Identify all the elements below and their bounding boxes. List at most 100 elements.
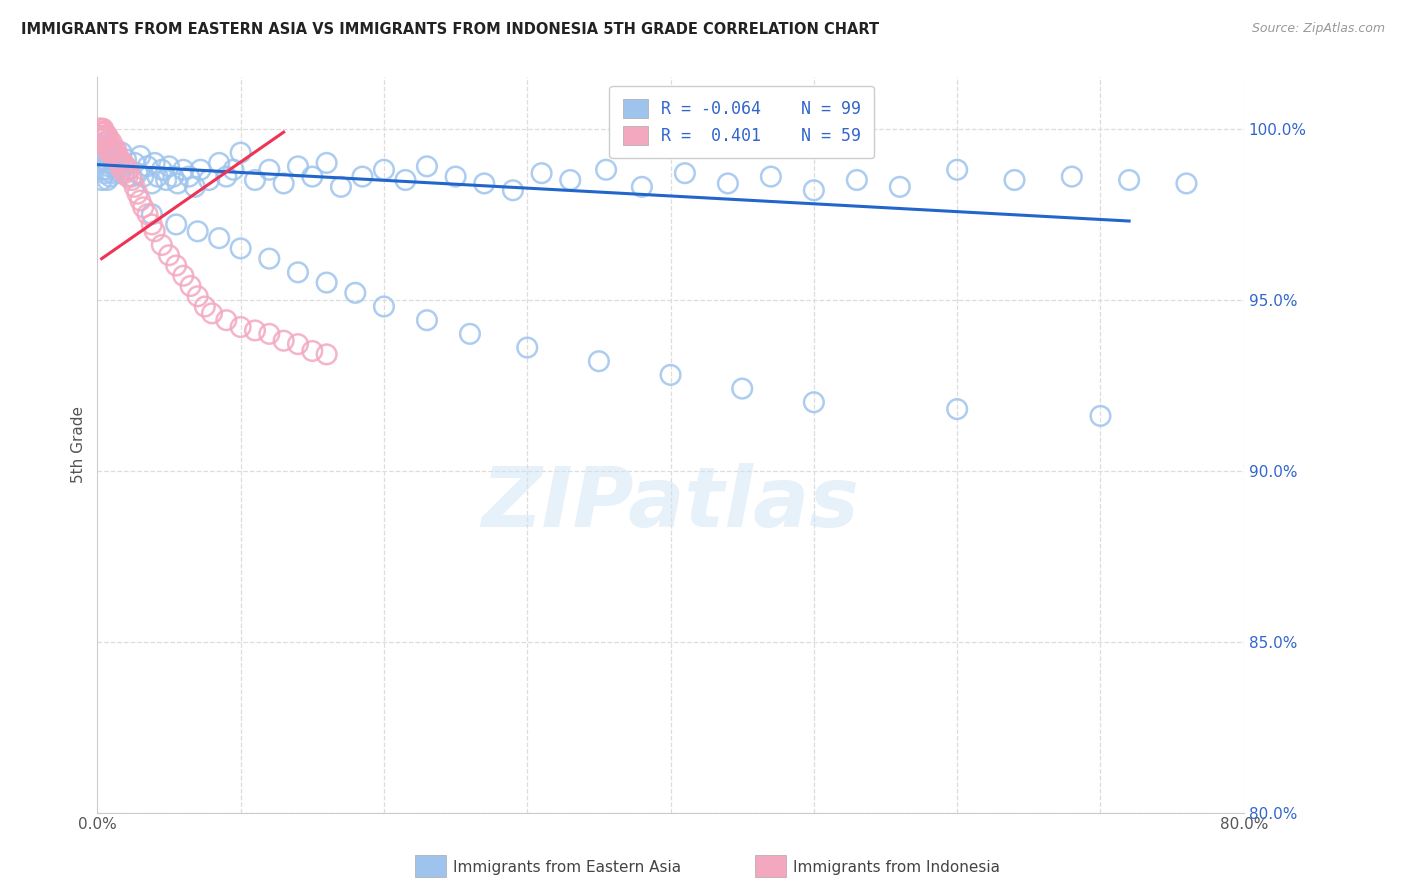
Point (201, 306, 224, 320)
Point (104, 142, 127, 156)
Point (315, 347, 337, 361)
Point (124, 179, 146, 194)
Point (1118, 173, 1140, 187)
Point (146, 169, 169, 184)
Point (132, 169, 155, 184)
Point (259, 326, 281, 341)
Point (1175, 177, 1198, 191)
Point (458, 326, 481, 341)
Point (394, 173, 416, 187)
Point (229, 320, 252, 334)
Point (115, 159, 138, 173)
Point (118, 162, 141, 177)
Text: Source: ZipAtlas.com: Source: ZipAtlas.com (1251, 22, 1385, 36)
Point (187, 289, 209, 303)
Point (90, 125, 112, 139)
Point (97, 142, 120, 156)
Point (157, 159, 180, 173)
Point (94, 162, 117, 177)
Text: Immigrants from Eastern Asia: Immigrants from Eastern Asia (453, 860, 681, 874)
Text: IMMIGRANTS FROM EASTERN ASIA VS IMMIGRANTS FROM INDONESIA 5TH GRADE CORRELATION : IMMIGRANTS FROM EASTERN ASIA VS IMMIGRAN… (21, 22, 879, 37)
Point (91, 132, 114, 146)
Point (129, 149, 152, 163)
Point (803, 183, 825, 197)
Point (530, 166, 553, 180)
Point (93, 138, 115, 153)
Point (301, 343, 323, 358)
Point (243, 323, 266, 337)
Point (472, 177, 495, 191)
Point (172, 268, 194, 283)
Point (273, 177, 295, 191)
Point (215, 313, 238, 327)
Point (127, 166, 149, 180)
Point (165, 259, 187, 273)
Point (352, 169, 374, 184)
Point (96, 156, 118, 170)
Point (129, 194, 152, 208)
Point (373, 300, 395, 314)
Point (595, 162, 617, 177)
Point (97, 132, 120, 146)
Point (187, 224, 209, 238)
Point (803, 395, 825, 409)
Point (157, 248, 180, 262)
Point (416, 159, 439, 173)
Point (222, 162, 245, 177)
Point (97, 145, 120, 160)
Point (100, 166, 122, 180)
Point (98, 145, 121, 160)
Text: Immigrants from Indonesia: Immigrants from Indonesia (793, 860, 1000, 874)
Point (90, 132, 112, 146)
Point (516, 341, 538, 355)
Point (93, 166, 115, 180)
Point (107, 149, 129, 163)
Point (243, 173, 266, 187)
Point (330, 179, 353, 194)
Point (165, 218, 187, 232)
Point (93, 128, 115, 143)
Point (93, 153, 115, 167)
Point (162, 169, 184, 184)
Point (1090, 409, 1112, 423)
Point (96, 128, 118, 143)
Point (101, 142, 124, 156)
Point (91, 125, 114, 139)
Point (889, 179, 911, 194)
Point (659, 368, 682, 382)
Point (110, 166, 132, 180)
Point (96, 136, 118, 150)
Point (112, 159, 135, 173)
Point (112, 156, 135, 170)
Point (301, 169, 323, 184)
Point (444, 169, 467, 184)
Point (93, 136, 115, 150)
Point (89, 125, 111, 139)
Point (166, 177, 188, 191)
Point (96, 142, 118, 156)
Text: ZIPatlas: ZIPatlas (482, 463, 859, 544)
Point (184, 179, 207, 194)
Point (115, 153, 138, 167)
Point (172, 162, 194, 177)
Point (731, 382, 754, 396)
Point (141, 207, 163, 221)
Point (190, 162, 212, 177)
Point (97, 159, 120, 173)
Point (136, 207, 159, 221)
Point (87, 128, 110, 143)
Point (103, 149, 125, 163)
Point (114, 166, 136, 180)
Point (198, 173, 221, 187)
Point (215, 169, 238, 184)
Point (93, 125, 115, 139)
Point (107, 149, 129, 163)
Point (588, 354, 610, 368)
Point (90, 173, 112, 187)
Point (121, 173, 143, 187)
Point (1060, 169, 1083, 184)
Point (89, 121, 111, 136)
Point (150, 238, 173, 252)
Point (94, 136, 117, 150)
Point (91, 121, 114, 136)
